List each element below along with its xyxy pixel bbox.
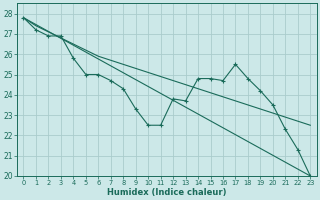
X-axis label: Humidex (Indice chaleur): Humidex (Indice chaleur) xyxy=(107,188,227,197)
